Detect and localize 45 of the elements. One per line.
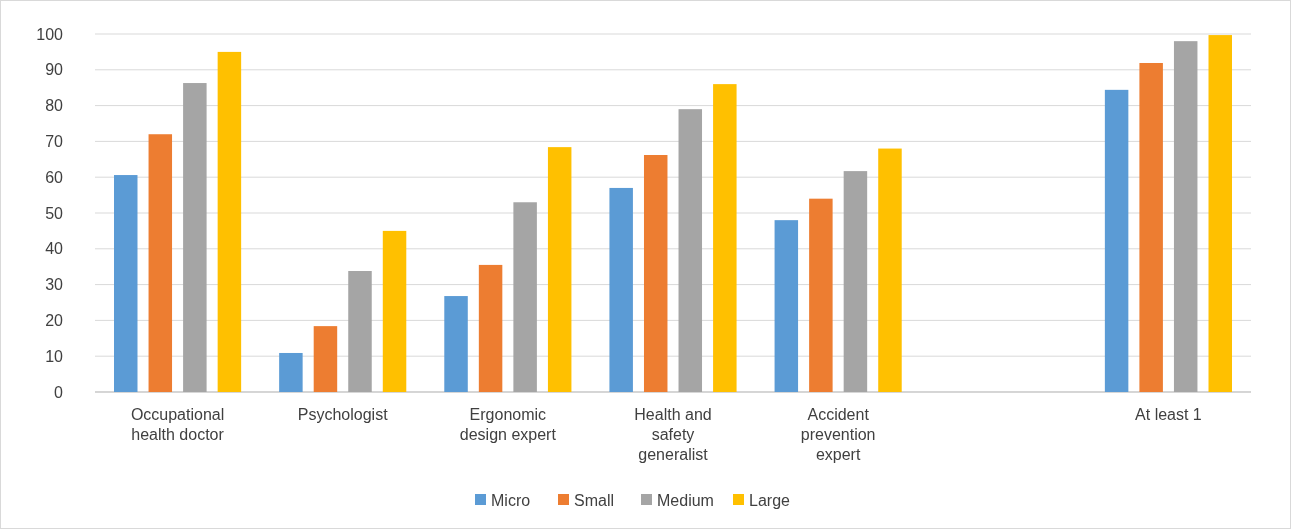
bar bbox=[1173, 41, 1198, 392]
bar bbox=[279, 352, 303, 392]
bar bbox=[1139, 63, 1163, 392]
bar bbox=[609, 187, 633, 392]
y-tick-label: 40 bbox=[45, 240, 64, 258]
y-tick-label: 30 bbox=[45, 276, 64, 294]
y-tick-label: 50 bbox=[45, 204, 64, 222]
y-tick-label: 60 bbox=[45, 168, 64, 186]
bar bbox=[1104, 89, 1129, 392]
bar bbox=[678, 109, 703, 392]
legend-label: Large bbox=[749, 491, 791, 509]
x-tick-label: Health and safety generalist bbox=[634, 406, 712, 463]
bar bbox=[1208, 35, 1232, 392]
legend-label: Medium bbox=[657, 491, 714, 509]
bar bbox=[774, 220, 799, 392]
x-tick-label: Psychologist bbox=[297, 406, 389, 423]
legend-label: Micro bbox=[491, 491, 531, 509]
bar bbox=[382, 230, 407, 392]
x-tick-label: Occupational health doctor bbox=[130, 406, 225, 443]
bar bbox=[878, 148, 902, 392]
x-tick-label: At least 1 bbox=[1135, 406, 1202, 423]
bar bbox=[313, 326, 338, 392]
bar bbox=[148, 134, 173, 392]
bar bbox=[478, 264, 503, 392]
bar bbox=[217, 51, 242, 392]
y-tick-label: 90 bbox=[45, 61, 64, 79]
bar bbox=[114, 175, 138, 392]
bar bbox=[643, 155, 668, 392]
bar bbox=[809, 198, 833, 392]
bar bbox=[713, 84, 737, 392]
y-tick-label: 100 bbox=[36, 25, 64, 43]
bar bbox=[513, 202, 537, 392]
bar bbox=[843, 171, 868, 392]
x-tick-label: Accident prevention expert bbox=[800, 406, 876, 463]
y-tick-label: 0 bbox=[54, 383, 64, 401]
x-tick-label: Ergonomic design expert bbox=[459, 406, 557, 443]
legend-label: Small bbox=[574, 491, 615, 509]
bar bbox=[444, 296, 468, 392]
bar bbox=[547, 147, 572, 392]
y-tick-label: 70 bbox=[45, 133, 64, 150]
y-tick-label: 80 bbox=[45, 97, 64, 115]
y-tick-label: 20 bbox=[45, 312, 64, 329]
y-tick-label: 10 bbox=[45, 347, 64, 365]
bar bbox=[348, 271, 372, 392]
bar bbox=[183, 83, 207, 392]
